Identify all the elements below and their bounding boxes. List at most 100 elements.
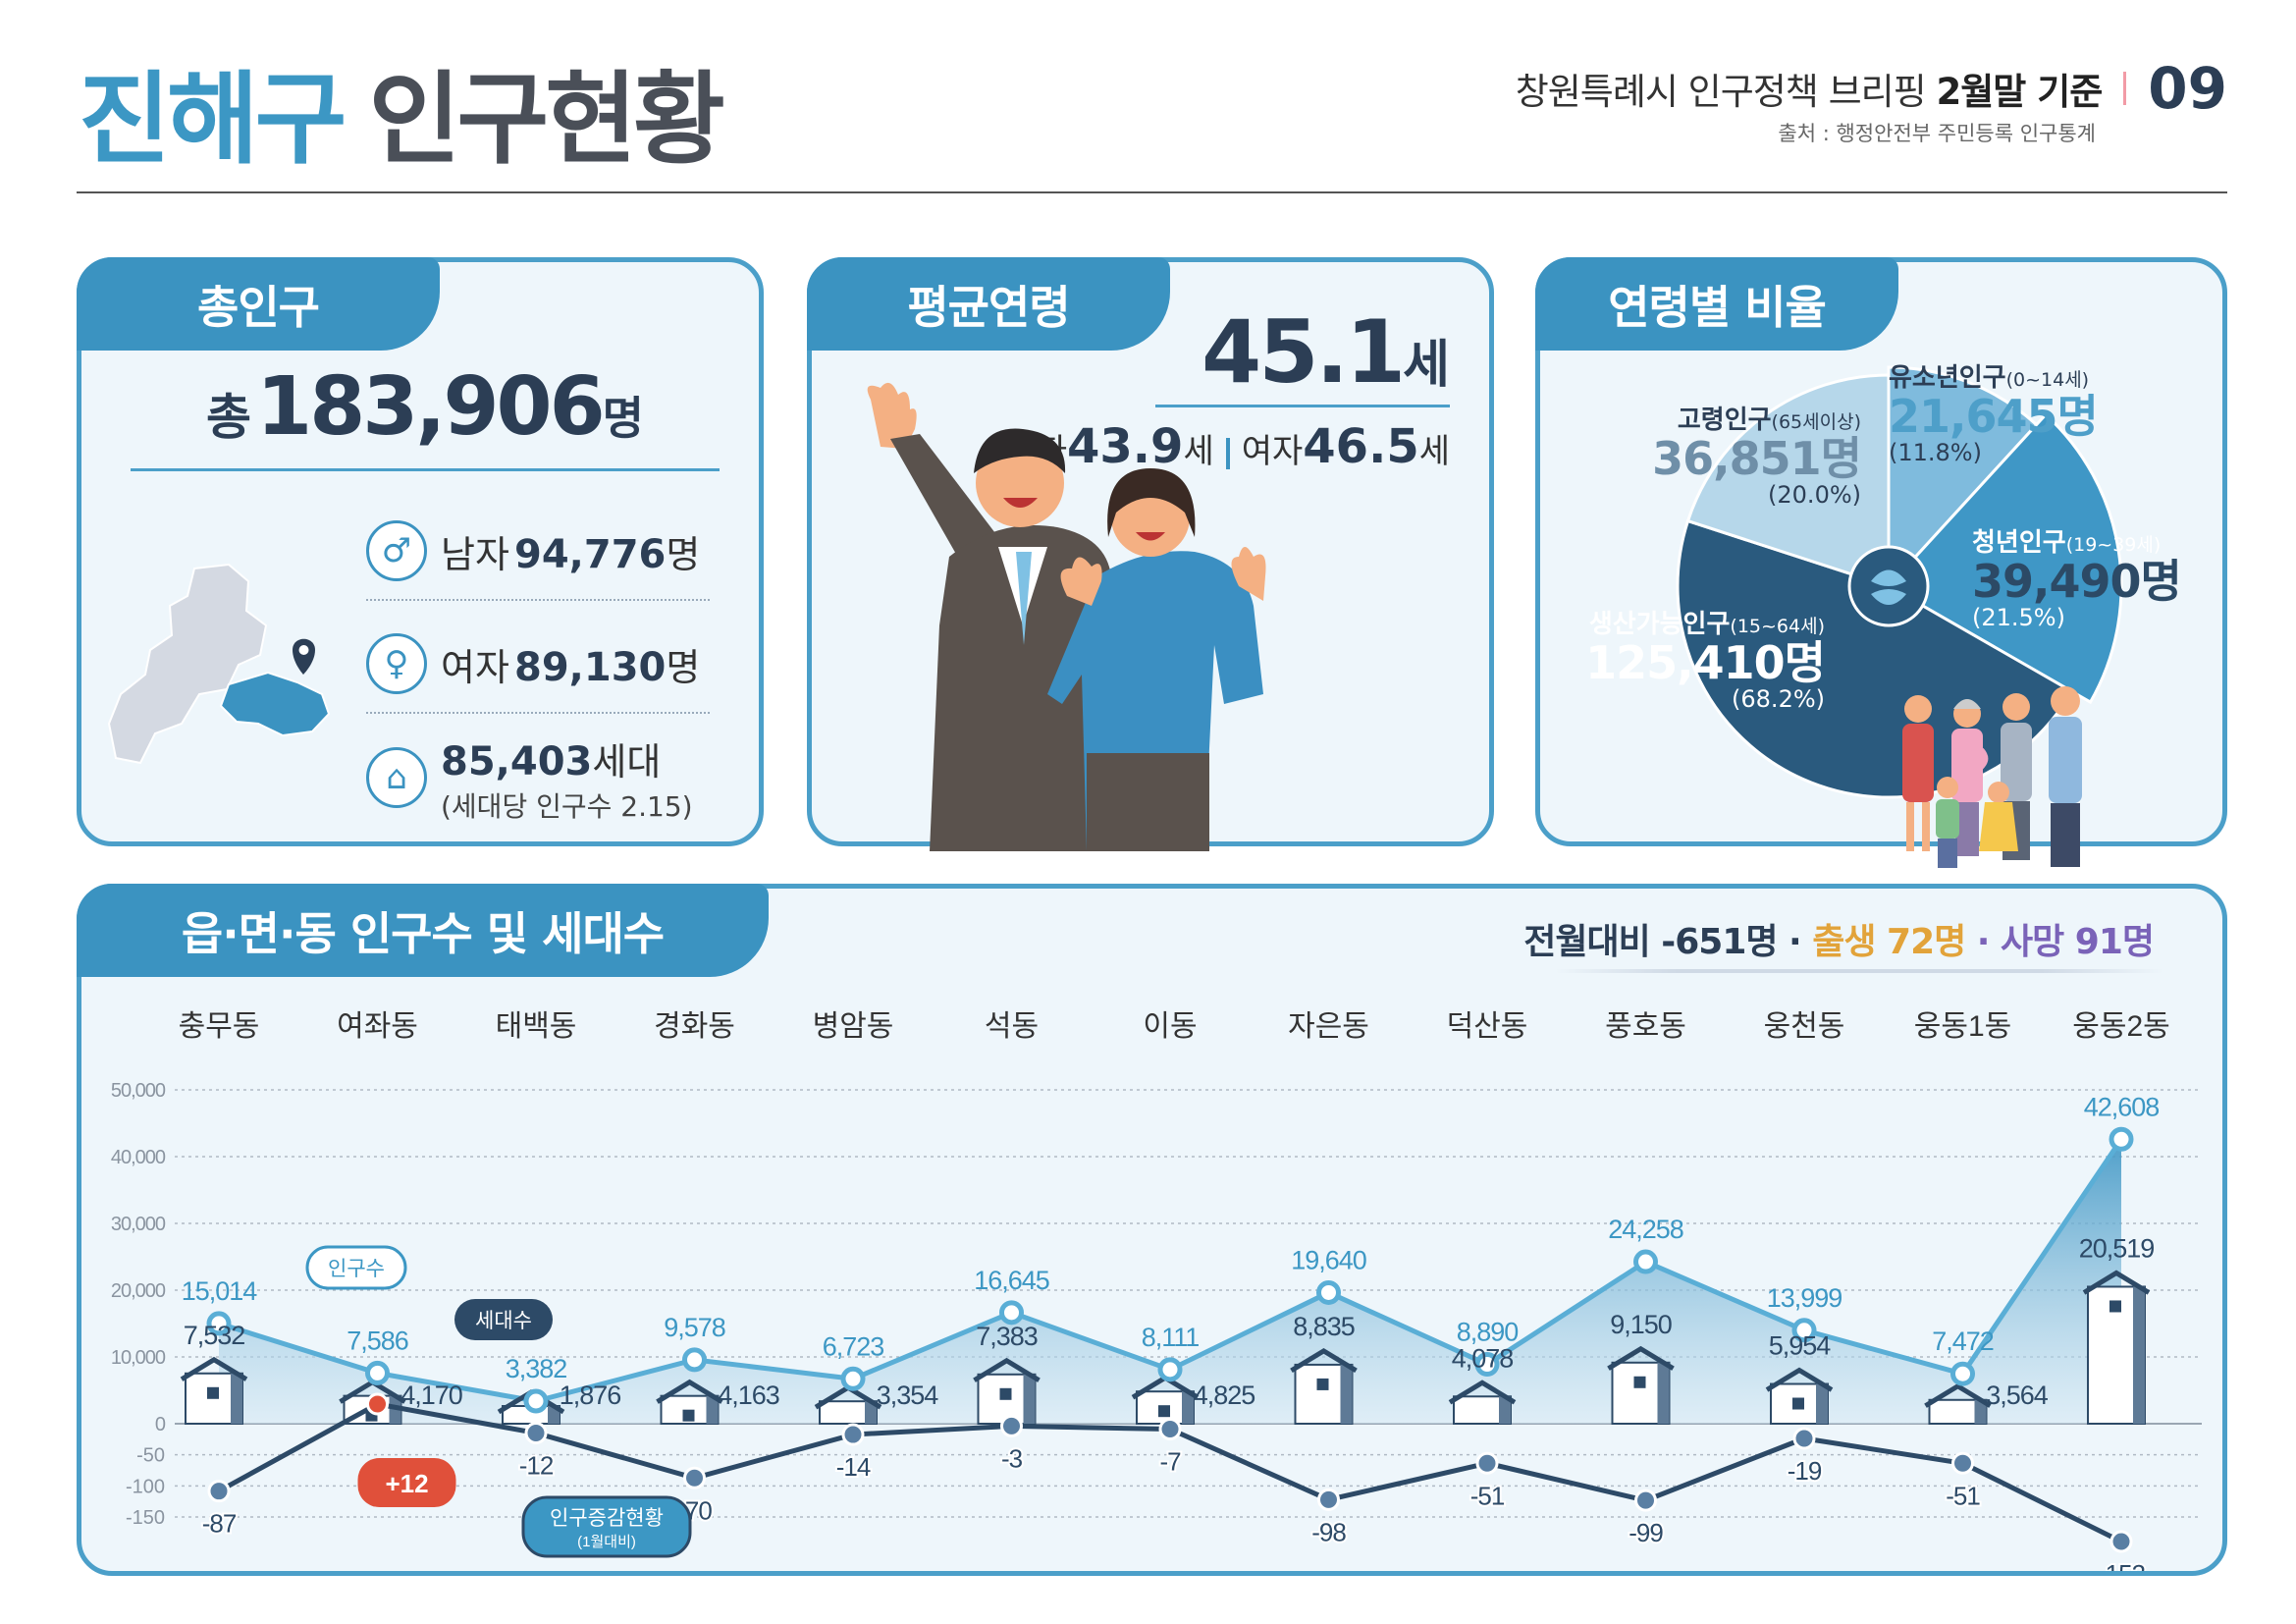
legend-change: 인구증감현황 (1월대비) — [521, 1495, 692, 1558]
house-icon: ⌂ — [366, 747, 427, 808]
change-label: -19 — [1788, 1456, 1822, 1486]
positive-change-callout: +12 — [357, 1458, 456, 1507]
pie-label-elderly: 고령인구(65세이상) 36,851명 (20.0%) — [1652, 406, 1862, 509]
house-window — [1316, 1378, 1329, 1390]
change-point — [1000, 1414, 1023, 1437]
change-point — [524, 1421, 548, 1444]
change-point — [1317, 1488, 1340, 1511]
category-label: 석동 — [985, 1010, 1039, 1043]
legend-label: 인구수 — [328, 1258, 385, 1280]
change-point — [1951, 1451, 1974, 1475]
house-roof — [973, 1357, 1041, 1382]
population-point — [840, 1366, 866, 1391]
category-label: 웅동1동 — [1914, 1010, 2012, 1043]
summary-rule — [1555, 969, 2163, 973]
y-tick-label: 30,000 — [111, 1214, 166, 1235]
population-point — [1791, 1318, 1817, 1343]
households-row: ⌂ 85,403세대 (세대당 인구수 2.15) — [366, 724, 710, 832]
change-label: -51 — [1946, 1481, 1980, 1510]
population-label: 7,586 — [347, 1326, 408, 1355]
population-point — [999, 1300, 1024, 1326]
change-point — [1158, 1418, 1182, 1441]
households-value: 85,403 — [441, 738, 593, 785]
house-roof — [1290, 1347, 1358, 1374]
household-house-icon — [973, 1357, 1041, 1425]
house-roof — [1448, 1380, 1517, 1405]
total-population-value: 183,906 — [256, 360, 605, 454]
ratio-tab: 연령별 비율 — [1535, 257, 1898, 351]
house-window — [2109, 1300, 2121, 1313]
age-rule — [1155, 405, 1450, 407]
category-label: 병암동 — [813, 1010, 894, 1043]
source-note: 출처 : 행정안전부 주민등록 인구통계 — [1778, 122, 2096, 145]
population-point — [365, 1360, 390, 1385]
population-label: 42,608 — [2084, 1092, 2160, 1121]
briefing-header: 창원특례시 인구정책 브리핑 2월말 기준 09 — [1516, 55, 2227, 122]
dong-population-panel: 읍·면·동 인구수 및 세대수 전월대비 -651명 · 출생 72명 · 사망… — [77, 884, 2227, 1576]
male-population-value: 94,776 — [514, 531, 667, 577]
population-point — [682, 1347, 707, 1373]
male-population-row: ♂ 남자 94,776명 — [366, 503, 710, 601]
total-tab: 총인구 — [77, 257, 440, 351]
pie-label-youth: 유소년인구(0~14세) 21,645명 (11.8%) — [1889, 363, 2099, 466]
household-label: 4,825 — [1194, 1380, 1255, 1410]
pie-slice-elderly — [1685, 373, 1891, 589]
legend-label: 세대수 — [475, 1310, 532, 1332]
population-label: 9,578 — [664, 1313, 725, 1342]
page-title-topic: 인구현황 — [368, 62, 725, 179]
population-label: 16,645 — [974, 1266, 1049, 1295]
household-label: 5,954 — [1769, 1331, 1832, 1361]
y-tick-label: 10,000 — [111, 1347, 166, 1369]
emblem-mark-icon — [1871, 569, 1906, 605]
category-label: 자은동 — [1288, 1010, 1369, 1043]
pie-label-working-age: 생산가능인구(15~64세) 125,410명 (68.2%) — [1585, 610, 1826, 713]
house-side — [1023, 1374, 1036, 1424]
change-label: -98 — [1311, 1517, 1346, 1546]
house-side — [706, 1395, 719, 1424]
household-house-icon — [656, 1379, 723, 1425]
legend-bubble — [305, 1245, 407, 1290]
legend-households: 세대수 — [454, 1299, 553, 1340]
per-household: (세대당 인구수 2.15) — [441, 789, 693, 823]
household-label: 3,354 — [877, 1380, 939, 1410]
population-label: 15,014 — [182, 1276, 258, 1306]
legend-bubble — [521, 1495, 692, 1558]
y-tick-label: 20,000 — [111, 1280, 166, 1302]
change-point — [683, 1466, 706, 1489]
legend-label: 인구증감현황 — [550, 1507, 664, 1530]
legend-bubble — [454, 1299, 553, 1340]
population-point — [206, 1311, 232, 1336]
category-label: 풍호동 — [1605, 1010, 1686, 1043]
household-label: 4,170 — [400, 1380, 462, 1410]
household-label: 7,532 — [184, 1321, 245, 1350]
house-side — [1657, 1362, 1670, 1424]
population-point — [1950, 1361, 1975, 1386]
brief-date: 2월말 기준 — [1936, 71, 2103, 113]
house-window — [1792, 1397, 1804, 1410]
house-roof — [1924, 1382, 1992, 1408]
house-roof — [656, 1379, 723, 1404]
callout-bubble — [357, 1458, 456, 1507]
header-divider — [2123, 72, 2127, 105]
household-label: 20,519 — [2079, 1233, 2155, 1263]
population-label: 19,640 — [1291, 1245, 1366, 1274]
change-label: -152 — [2098, 1559, 2146, 1571]
house-side — [1340, 1364, 1353, 1424]
change-label: -3 — [1001, 1443, 1023, 1473]
change-point — [1634, 1489, 1657, 1512]
district-map-icon — [107, 563, 331, 765]
page-title-district: 진해구 — [79, 62, 347, 179]
household-label: 7,383 — [976, 1322, 1038, 1351]
household-label: 9,150 — [1610, 1310, 1672, 1339]
legend-sublabel: (1월대비) — [577, 1534, 636, 1550]
house-side — [2133, 1286, 2145, 1424]
category-label: 여좌동 — [337, 1010, 418, 1043]
household-house-icon — [1290, 1347, 1358, 1425]
category-label: 충무동 — [179, 1010, 260, 1043]
household-house-icon — [1448, 1380, 1517, 1425]
monthly-change-summary: 전월대비 -651명 · 출생 72명 · 사망 91명 — [1523, 922, 2155, 962]
change-label: -12 — [519, 1450, 554, 1480]
population-label: 6,723 — [823, 1331, 884, 1361]
